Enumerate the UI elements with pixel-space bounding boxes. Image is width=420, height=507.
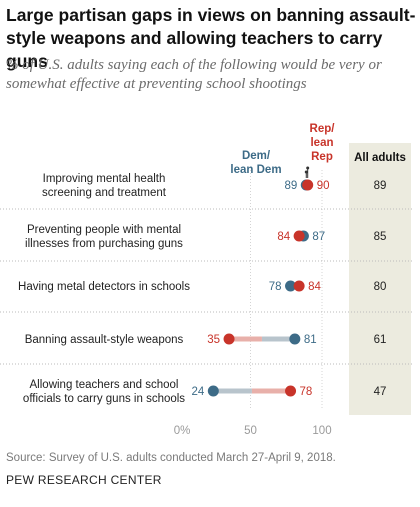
rep-dot — [223, 333, 235, 345]
all-adults-header: All adults — [354, 152, 406, 164]
dem-value-label: 78 — [269, 281, 282, 293]
dem-dot — [285, 280, 297, 292]
all-adults-value: 61 — [374, 334, 387, 346]
all-adults-value: 47 — [374, 386, 387, 398]
category-label: Preventing people with mental illnesses f… — [25, 224, 183, 250]
category-label: Allowing teachers and school officials to… — [23, 379, 185, 405]
legend-rep-leader-dot — [306, 166, 310, 170]
dem-dot — [289, 333, 301, 345]
rep-dot — [293, 230, 305, 242]
category-label: Banning assault-style weapons — [25, 334, 184, 346]
dem-value-label: 87 — [312, 231, 325, 243]
rep-value-label: 90 — [317, 180, 330, 192]
legend-rep-label: Rep/lean Rep — [310, 123, 336, 163]
chart-title: Large partisan gaps in views on banning … — [6, 5, 416, 71]
rep-dot — [285, 385, 297, 397]
category-label: Improving mental health screening and tre… — [42, 173, 167, 199]
x-tick-label: 100 — [312, 425, 331, 437]
rep-value-label: 84 — [277, 231, 290, 243]
rep-value-label: 78 — [300, 386, 313, 398]
legend-dem-leader-dot — [304, 170, 308, 174]
rep-value-label: 84 — [308, 281, 321, 293]
chart-subtitle: % of U.S. adults saying each of the foll… — [6, 57, 382, 92]
source-note: Source: Survey of U.S. adults conducted … — [6, 452, 336, 464]
x-tick-label: 50 — [244, 425, 257, 437]
category-label: Having metal detectors in schools — [18, 281, 190, 293]
organization-credit: PEW RESEARCH CENTER — [6, 473, 162, 487]
rep-dot — [293, 280, 305, 292]
all-adults-value: 89 — [374, 180, 387, 192]
legend-dem-label: Dem/lean Dem — [230, 150, 281, 176]
x-tick-label: 0% — [174, 425, 191, 437]
dem-dot — [207, 385, 219, 397]
dem-value-label: 24 — [192, 386, 205, 398]
dem-value-label: 89 — [284, 180, 297, 192]
all-adults-value: 85 — [374, 231, 387, 243]
rep-value-label: 35 — [207, 334, 220, 346]
all-adults-value: 80 — [374, 281, 387, 293]
rep-dot — [302, 179, 314, 191]
all-adults-column-background — [349, 143, 411, 415]
dem-value-label: 81 — [304, 334, 317, 346]
